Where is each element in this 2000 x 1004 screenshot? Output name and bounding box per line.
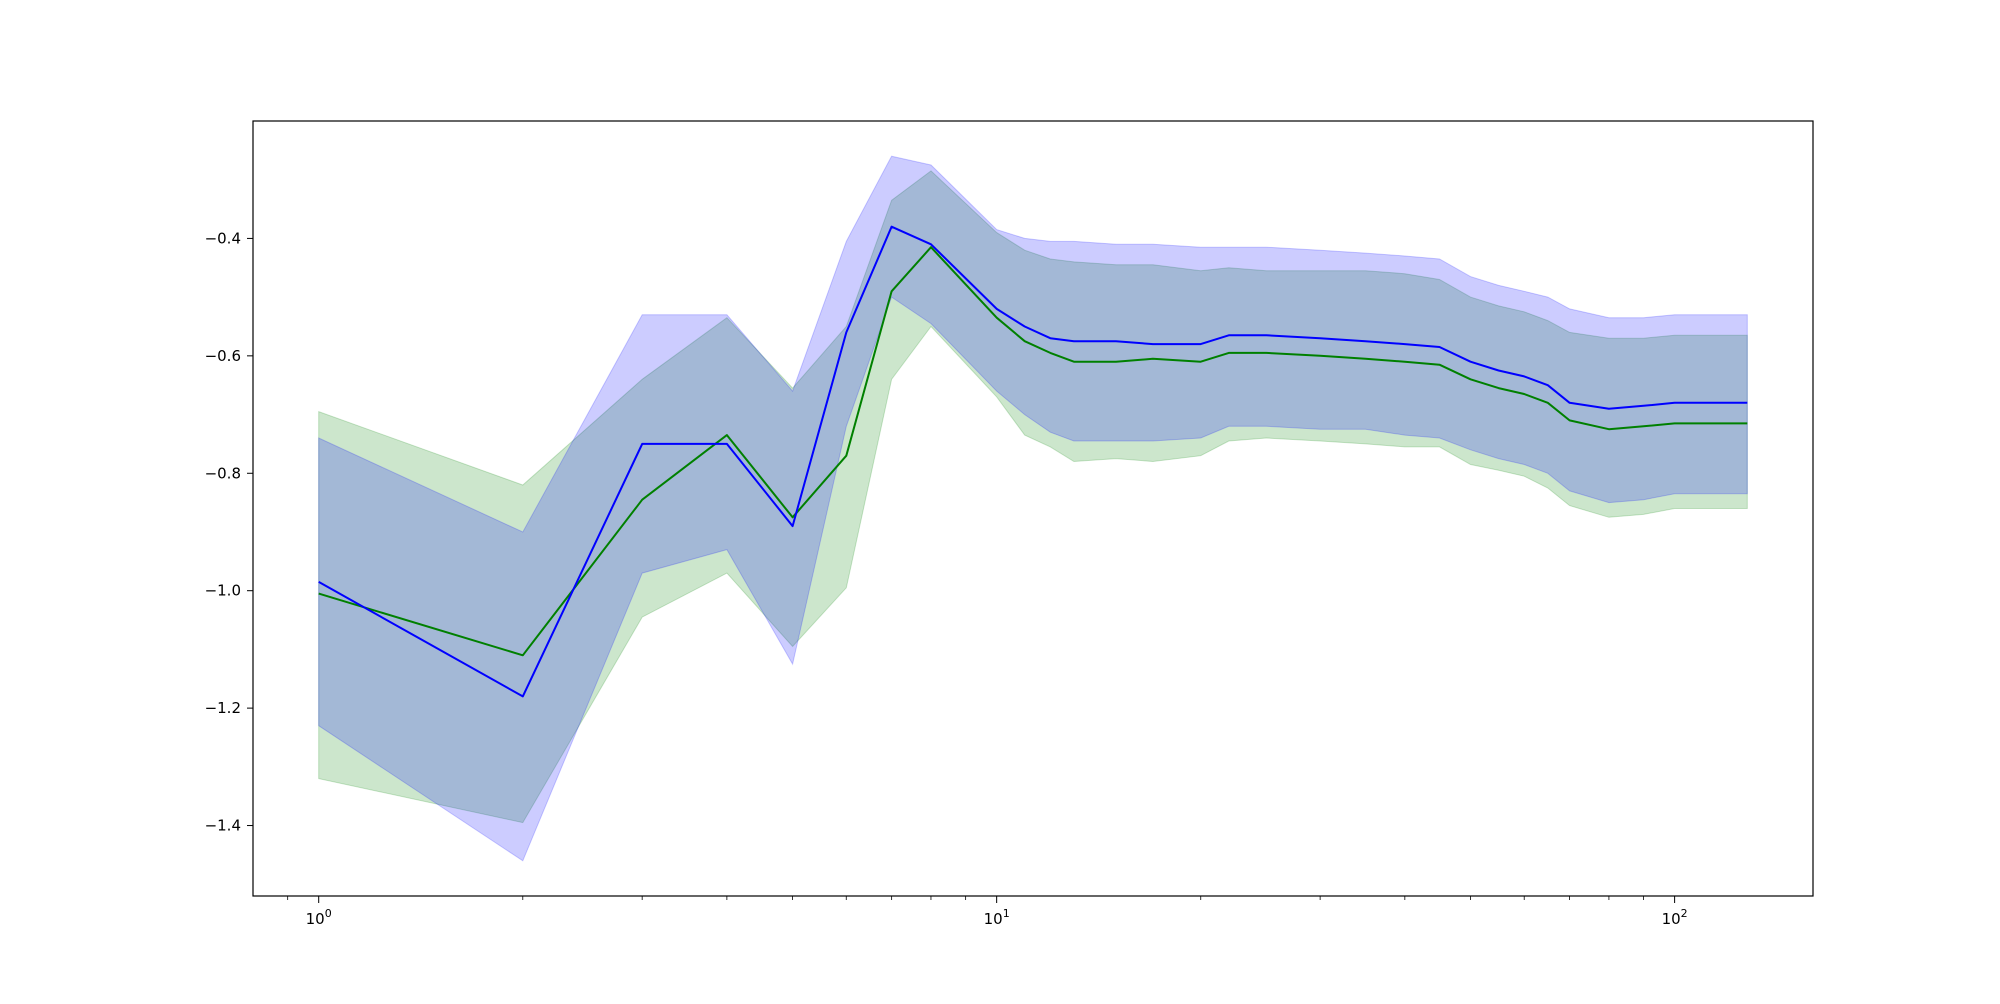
series-2-band (318, 155, 1748, 862)
x-tick-label: 101 (984, 907, 1010, 928)
x-axis: 100 101 102 (287, 896, 1688, 928)
plot-area-frame (252, 120, 1814, 897)
series-2-line (318, 225, 1748, 698)
x-tick-label: 100 (306, 907, 332, 928)
y-axis: −0.4 −0.6 −0.8 −1.0 −1.2 −1.4 (205, 229, 253, 835)
y-tick-label: −1.2 (205, 699, 241, 717)
y-tick-label: −0.4 (205, 229, 241, 247)
series-1-band (318, 170, 1748, 824)
y-tick-label: −0.6 (205, 347, 241, 365)
y-tick-label: −1.0 (205, 582, 241, 600)
confidence-bands (318, 155, 1748, 862)
y-tick-label: −1.4 (205, 817, 241, 835)
x-tick-label: 102 (1662, 907, 1688, 928)
y-tick-label: −0.8 (205, 464, 241, 482)
series-lines (318, 225, 1748, 698)
series-1-line (318, 246, 1748, 657)
